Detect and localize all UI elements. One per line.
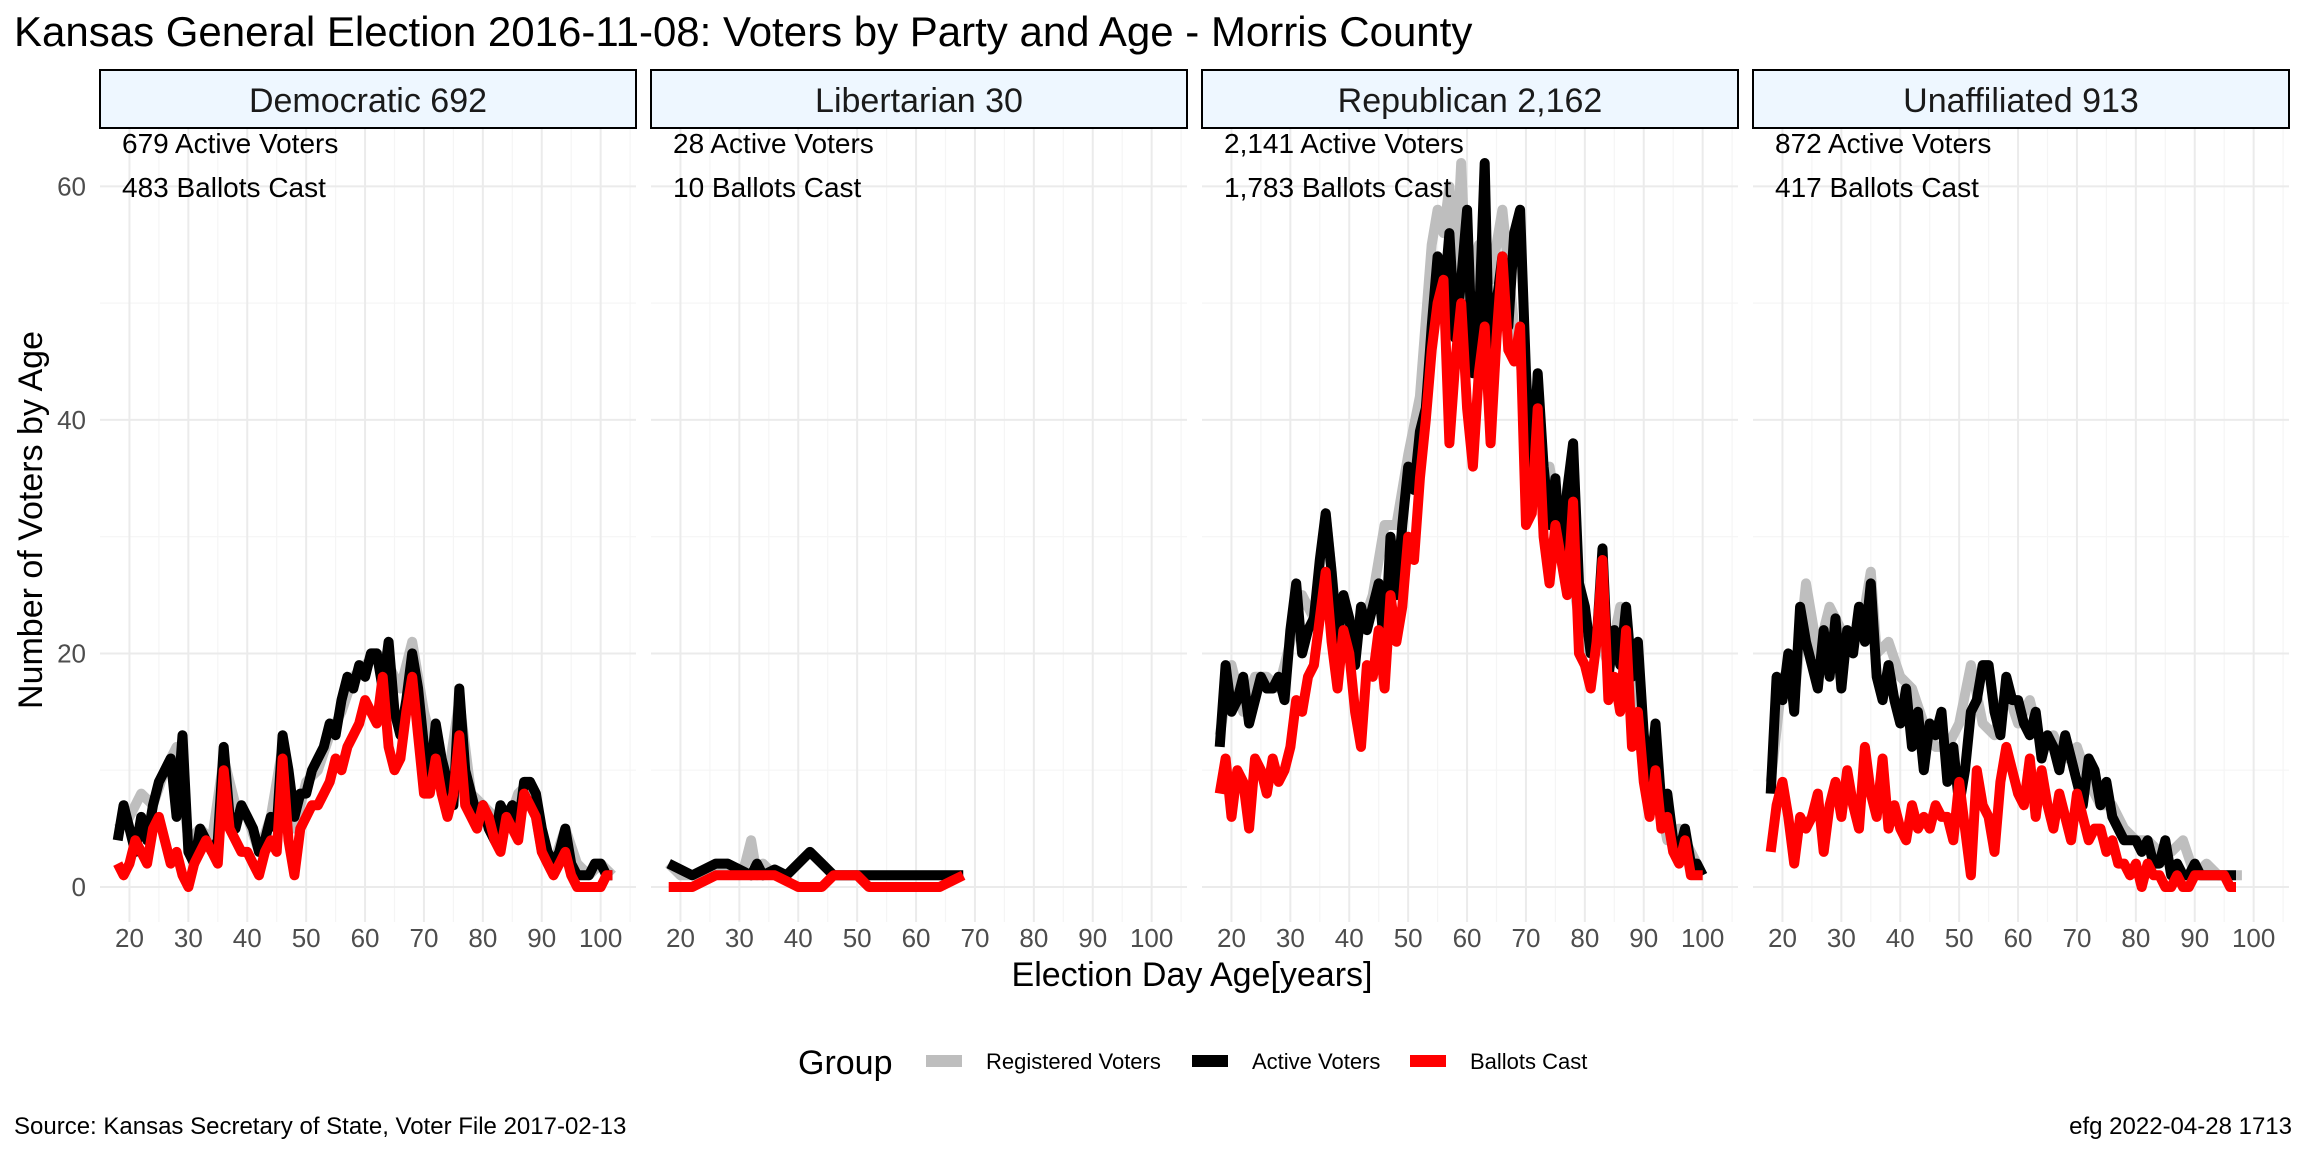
x-tick-label: 70 [1511, 923, 1540, 953]
series-line-ballots-cast [1765, 741, 2236, 892]
legend-label: Active Voters [1252, 1049, 1380, 1074]
x-tick-label: 80 [1570, 923, 1599, 953]
strip-label: Libertarian 30 [815, 82, 1023, 120]
y-tick-label: 0 [72, 872, 86, 902]
legend-label: Registered Voters [986, 1049, 1161, 1074]
x-tick-label: 30 [1276, 923, 1305, 953]
series-line-ballots-cast [1214, 251, 1703, 881]
x-tick-label: 100 [1130, 923, 1173, 953]
x-tick-label: 40 [233, 923, 262, 953]
x-tick-label: 30 [174, 923, 203, 953]
x-axis-title: Election Day Age[years] [1012, 956, 1373, 994]
series-line-active-voters [666, 846, 964, 881]
x-tick-label: 70 [409, 923, 438, 953]
y-axis-title: Number of Voters by Age [12, 331, 50, 709]
strip-box [650, 69, 1188, 129]
x-tick-label: 60 [1453, 923, 1482, 953]
x-tick-label: 90 [1629, 923, 1658, 953]
strip-box [1201, 69, 1739, 129]
x-tick-label: 50 [843, 923, 872, 953]
series-line-active-voters [112, 636, 613, 881]
series-line-ballots-cast [668, 870, 966, 892]
annotation: 1,783 Ballots Cast [1224, 172, 1451, 203]
credit-caption: efg 2022-04-28 1713 [2069, 1113, 2292, 1140]
panel-0: Democratic 692 679 Active Voters 483 Ballo… [57, 69, 637, 953]
annotation: 417 Ballots Cast [1775, 172, 1979, 203]
strip-box [99, 69, 637, 129]
panel-3: Unaffiliated 913 872 Active Voters 417 Bal… [1752, 69, 2290, 953]
x-tick-label: 70 [960, 923, 989, 953]
x-tick-label: 70 [2062, 923, 2091, 953]
annotation: 679 Active Voters [122, 128, 338, 159]
source-caption: Source: Kansas Secretary of State, Voter… [14, 1113, 626, 1140]
chart-title: Kansas General Election 2016-11-08: Vote… [14, 8, 1472, 55]
strip-box [1752, 69, 2290, 129]
legend-label: Ballots Cast [1470, 1049, 1587, 1074]
y-tick-label: 60 [57, 171, 86, 201]
x-tick-label: 30 [725, 923, 754, 953]
x-tick-label: 100 [579, 923, 622, 953]
y-tick-label: 40 [57, 405, 86, 435]
x-tick-label: 60 [2004, 923, 2033, 953]
x-tick-label: 90 [1078, 923, 1107, 953]
legend-title: Group [798, 1044, 893, 1082]
x-tick-label: 20 [1217, 923, 1246, 953]
x-tick-label: 20 [115, 923, 144, 953]
annotation: 483 Ballots Cast [122, 172, 326, 203]
annotation: 10 Ballots Cast [673, 172, 862, 203]
x-tick-label: 30 [1827, 923, 1856, 953]
x-tick-label: 50 [292, 923, 321, 953]
annotation: 2,141 Active Voters [1224, 128, 1464, 159]
x-tick-label: 50 [1945, 923, 1974, 953]
x-tick-label: 80 [1019, 923, 1048, 953]
x-tick-label: 80 [2121, 923, 2150, 953]
x-tick-label: 60 [351, 923, 380, 953]
panels: Democratic 692 679 Active Voters 483 Ballo… [57, 69, 2290, 953]
strip-label: Republican 2,162 [1338, 82, 1603, 120]
annotation: 872 Active Voters [1775, 128, 1991, 159]
panel-1: Libertarian 30 28 Active Voters 10 Ballots… [650, 69, 1188, 953]
x-tick-label: 20 [1768, 923, 1797, 953]
panel-2: Republican 2,162 2,141 Active Voters 1,783… [1201, 69, 1739, 953]
annotation: 28 Active Voters [673, 128, 874, 159]
x-tick-label: 40 [784, 923, 813, 953]
strip-label: Democratic 692 [249, 82, 487, 120]
x-tick-label: 100 [2232, 923, 2275, 953]
x-tick-label: 100 [1681, 923, 1724, 953]
x-tick-label: 60 [902, 923, 931, 953]
x-tick-label: 50 [1394, 923, 1423, 953]
strip-label: Unaffiliated 913 [1903, 82, 2139, 120]
series-line-active-voters [1214, 158, 1708, 878]
series-line-active-voters [1765, 578, 2236, 881]
series-line-ballots-cast [113, 671, 613, 892]
legend: Group Registered Voters Active Voters Ball… [798, 1044, 1587, 1082]
x-tick-label: 90 [2180, 923, 2209, 953]
x-tick-label: 20 [666, 923, 695, 953]
x-tick-label: 80 [468, 923, 497, 953]
x-tick-label: 40 [1335, 923, 1364, 953]
y-tick-label: 20 [57, 638, 86, 668]
x-tick-label: 40 [1886, 923, 1915, 953]
x-tick-label: 90 [527, 923, 556, 953]
